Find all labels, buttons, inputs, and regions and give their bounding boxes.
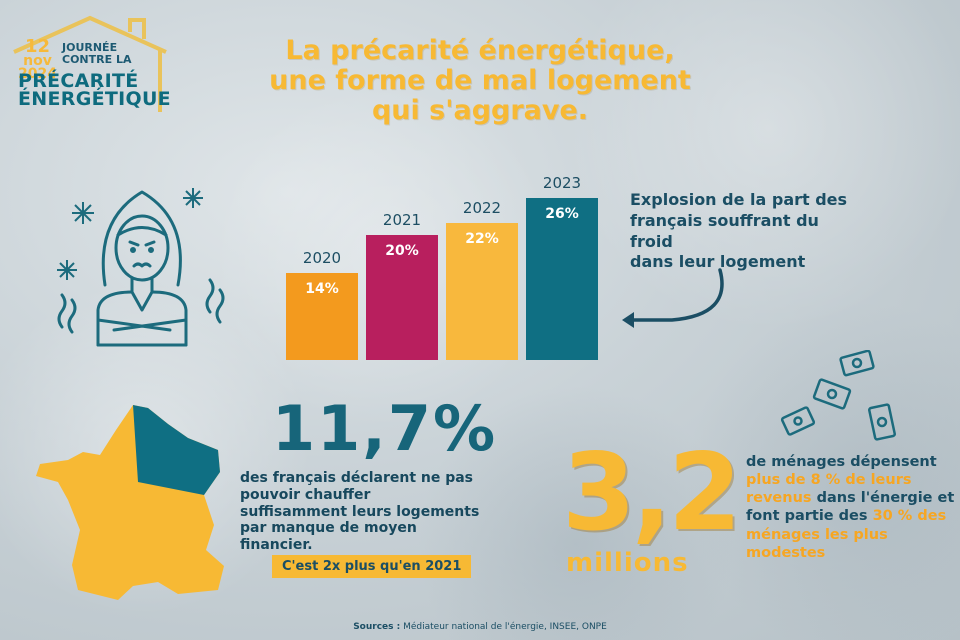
snowflake-icon [57,188,203,280]
desc2-part2: dans l'énergie et font partie des [746,490,955,525]
title-line3: qui s'aggrave. [371,95,589,127]
bar-value-label: 26% [545,206,579,222]
bar-year-label: 2020 [302,248,342,267]
flying-money-icon [780,350,896,441]
annotation-line2: français souffrant du froid [630,210,819,251]
house-outline-icon [13,15,167,112]
stat-households-description: de ménages dépensent plus de 8 % de leur… [746,453,956,562]
annotation-line3: dans leur logement [630,252,806,272]
bar-2022: 2022 22% [446,199,518,360]
stat-households-unit: millions [566,548,689,578]
event-name-top: JOURNÉE CONTRE LA [62,42,131,65]
bar-value-label: 14% [305,280,339,297]
bar-2020: 2020 14% [286,249,358,360]
bar-2021: 2021 20% [366,211,438,360]
stat-percent: 11,7% [272,392,498,465]
france-map-icon [36,405,224,600]
sources-footer: Sources : Médiateur national de l'énergi… [0,622,960,632]
sources-text: Médiateur national de l'énergie, INSEE, … [400,622,607,632]
page-title: La précarité énergétique, une forme de m… [230,35,730,127]
bar-year-label: 2021 [382,211,422,230]
desc2-highlight1: plus de 8 % de leurs revenus [746,472,912,507]
event-logo: 12 nov 2024 JOURNÉE CONTRE LA PRÉCARITÉ … [10,12,171,117]
event-name-main: PRÉCARITÉ ÉNERGÉTIQUE [18,70,171,111]
event-line2: CONTRE LA [62,52,132,66]
event-year: 2024 [18,66,57,83]
bar-value-label: 22% [465,230,499,247]
event-day: 12 [24,36,51,57]
title-line2: une forme de mal logement [269,65,691,97]
stat-percent-description: des français déclarent ne pas pouvoir ch… [240,470,480,554]
curved-arrow-icon [622,268,724,328]
comparison-badge: C'est 2x plus qu'en 2021 [272,555,472,578]
bar-2023: 2023 26% [526,174,598,360]
desc2-highlight2: 30 % des ménages les plus modestes [746,508,947,561]
event-line3: PRÉCARITÉ [18,70,139,92]
bar-chart: 2020 14% 2021 20% 2022 22% 2023 26% [270,170,620,360]
event-date: 12 nov 2024 [18,36,57,83]
bar-year-label: 2023 [542,174,582,192]
desc2-part1: de ménages dépensent [746,454,937,470]
bar-year-label: 2022 [462,198,502,217]
event-line1: JOURNÉE [62,41,118,54]
chart-annotation: Explosion de la part des français souffr… [630,190,860,273]
event-month: nov [23,53,52,70]
stat-households: 3,2 [562,431,742,554]
annotation-line1: Explosion de la part des [630,190,848,209]
title-line1: La précarité énergétique, [285,35,675,66]
sources-label: Sources : [353,622,401,632]
bar-value-label: 20% [385,243,419,260]
event-line4: ÉNERGÉTIQUE [18,88,171,111]
cold-woman-icon [57,188,225,347]
